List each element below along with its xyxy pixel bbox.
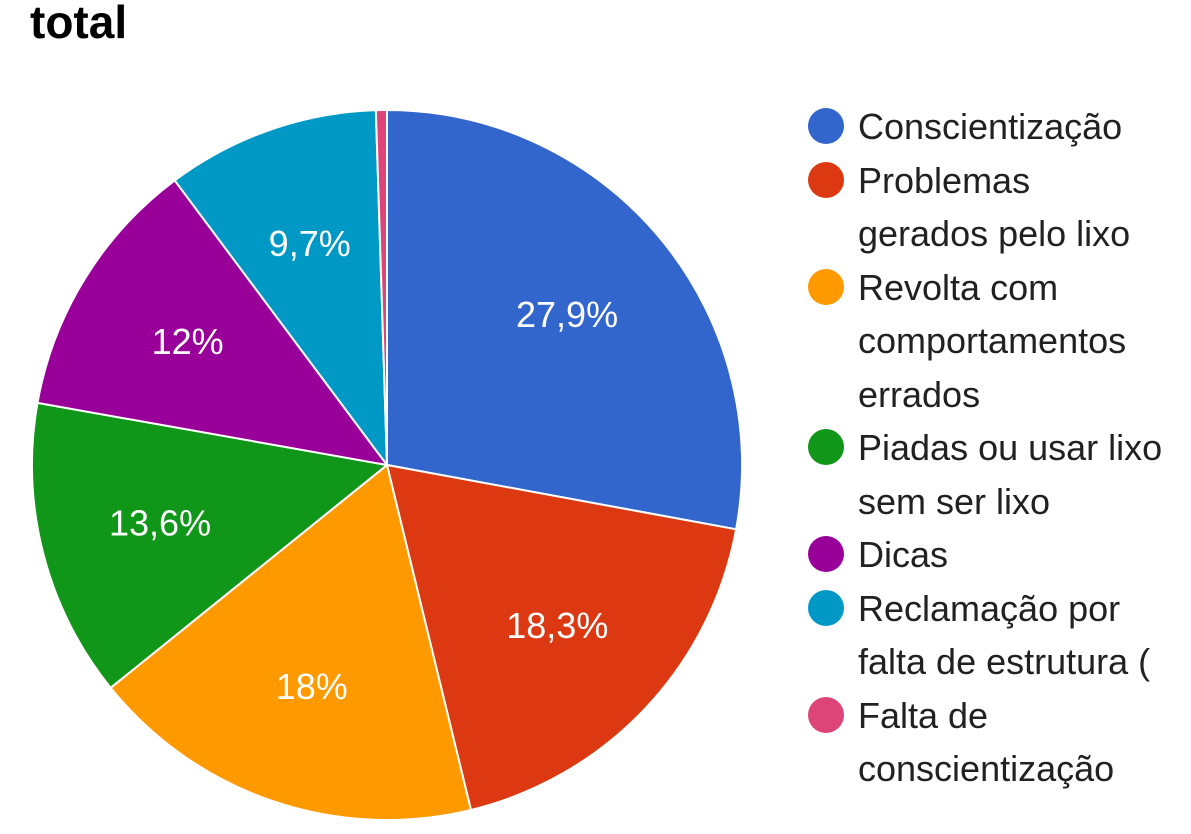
legend-label: Problemas gerados pelo lixo	[858, 159, 1131, 255]
slice-percent-label: 12%	[152, 321, 224, 362]
pie-slice[interactable]	[109, 463, 473, 821]
slice-percent-label: 18%	[276, 666, 348, 707]
legend-item-revolta[interactable]: Revolta com comportamentos errados	[806, 261, 1191, 422]
legend-label: Piadas ou usar lixo sem ser lixo	[858, 427, 1163, 522]
pie-slice-labels: 27,9% 18,3% 18% 13,6% 12% 9,7%	[109, 223, 618, 707]
pie-slices	[31, 108, 743, 821]
slice-percent-label: 18,3%	[506, 605, 608, 646]
legend-swatch	[808, 696, 844, 733]
pie-chart: 27,9% 18,3% 18% 13,6% 12% 9,7%	[31, 108, 743, 821]
legend-swatch	[808, 589, 844, 626]
pie-slice[interactable]	[374, 108, 388, 466]
pie-slice[interactable]	[385, 463, 738, 812]
pie-slice[interactable]	[36, 179, 390, 467]
legend: Conscientização Problemas gerados pelo l…	[806, 100, 1191, 796]
legend-label: Falta de conscientização	[858, 694, 1115, 790]
legend-swatch	[808, 429, 844, 465]
legend-item-conscientizacao[interactable]: Conscientização	[806, 100, 1191, 154]
pie-slice[interactable]	[386, 108, 743, 531]
slice-percent-label: 13,6%	[109, 502, 211, 543]
legend-label: Conscientização	[858, 106, 1123, 147]
chart-title: total	[30, 0, 128, 48]
legend-item-dicas[interactable]: Dicas	[806, 528, 1191, 582]
pie-slice[interactable]	[31, 401, 390, 690]
legend-item-falta[interactable]: Falta de conscientização	[806, 689, 1191, 796]
legend-label: Revolta com comportamentos errados	[858, 266, 1127, 415]
legend-swatch	[808, 108, 844, 144]
legend-swatch	[808, 161, 844, 198]
legend-label: Reclamação por falta de estrutura (	[858, 587, 1151, 683]
slice-percent-label: 9,7%	[269, 223, 351, 264]
pie-slice[interactable]	[173, 109, 389, 469]
legend-label: Dicas	[858, 534, 949, 575]
legend-swatch	[808, 536, 844, 572]
legend-item-piadas[interactable]: Piadas ou usar lixo sem ser lixo	[806, 421, 1191, 528]
legend-item-reclamacao[interactable]: Reclamação por falta de estrutura (	[806, 582, 1191, 689]
legend-item-problemas[interactable]: Problemas gerados pelo lixo	[806, 154, 1191, 261]
legend-swatch	[808, 268, 844, 305]
slice-percent-label: 27,9%	[516, 294, 618, 335]
